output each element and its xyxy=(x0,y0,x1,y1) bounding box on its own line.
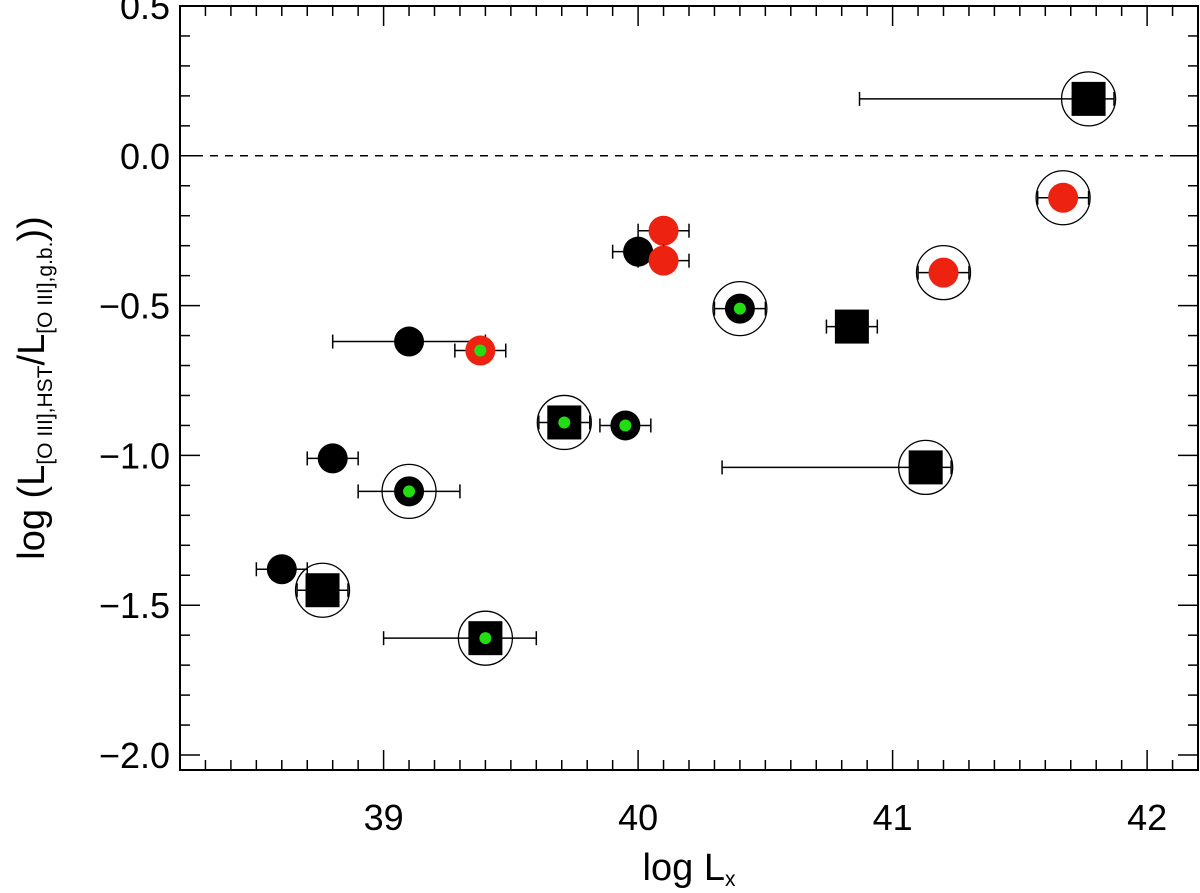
outer-ring xyxy=(457,610,514,666)
center-dot xyxy=(479,632,492,645)
outer-ring xyxy=(898,439,954,496)
circle-marker xyxy=(317,443,348,474)
x-tick-label: 39 xyxy=(364,797,404,838)
y-tick-label: −0.5 xyxy=(99,286,170,327)
data-point xyxy=(454,335,507,366)
x-axis-label-sub: x xyxy=(725,868,736,891)
y-axis-label: log (L[O III],HST/L[O III],g.b.)) xyxy=(11,216,57,559)
square-marker xyxy=(1071,81,1106,116)
data-point xyxy=(382,610,538,666)
axis-ticks: 39 40 41 42 0.5 0.0 −0.5 −1.0 −1.5 −2.0 xyxy=(99,0,1199,838)
outer-ring xyxy=(294,562,351,618)
outer-ring xyxy=(381,463,437,520)
circle-marker xyxy=(394,326,425,357)
y-tick-label: −1.0 xyxy=(99,435,170,476)
y-axis-label-sub2: [O III],g.b. xyxy=(34,242,57,334)
y-axis-label-suffix: )) xyxy=(11,216,53,241)
data-point xyxy=(825,309,879,344)
outer-ring xyxy=(1035,170,1091,226)
x-tick-label: 41 xyxy=(873,797,913,838)
data-point xyxy=(536,394,592,451)
outer-ring xyxy=(712,280,768,337)
center-dot xyxy=(558,416,571,429)
data-point xyxy=(1035,170,1091,226)
y-tick-label: −2.0 xyxy=(99,735,170,776)
data-point xyxy=(599,410,652,441)
y-tick-label: 0.0 xyxy=(120,136,170,177)
square-marker xyxy=(908,450,943,485)
data-point xyxy=(637,215,690,246)
circle-marker xyxy=(1048,182,1079,213)
circle-marker xyxy=(648,245,679,276)
data-points xyxy=(255,71,1117,666)
x-tick-label: 42 xyxy=(1127,797,1167,838)
center-dot xyxy=(474,344,487,357)
data-point xyxy=(255,554,308,585)
data-point xyxy=(306,443,359,474)
circle-marker xyxy=(928,257,959,288)
circle-marker xyxy=(266,554,297,585)
outer-ring xyxy=(536,394,592,451)
data-point xyxy=(858,71,1117,127)
x-tick-label: 40 xyxy=(618,797,658,838)
data-point xyxy=(721,439,954,496)
center-dot xyxy=(619,419,632,432)
square-marker xyxy=(305,573,340,608)
x-axis-label: log Lx xyxy=(643,847,736,891)
circle-marker xyxy=(623,236,654,267)
y-axis-label-slash: /L xyxy=(11,334,53,366)
data-point xyxy=(712,280,768,337)
data-point xyxy=(357,463,461,520)
data-point xyxy=(294,562,351,618)
circle-marker xyxy=(648,215,679,246)
square-marker xyxy=(834,309,869,344)
outer-ring xyxy=(915,245,972,301)
outer-ring xyxy=(1060,71,1117,127)
data-point xyxy=(331,326,487,357)
center-dot xyxy=(403,485,416,498)
data-point xyxy=(637,245,690,276)
data-point xyxy=(915,245,972,301)
y-tick-label: 0.5 xyxy=(120,0,170,27)
y-tick-label: −1.5 xyxy=(99,585,170,626)
center-dot xyxy=(733,302,746,315)
y-axis-label-sub1: [O III],HST xyxy=(34,365,57,464)
plot-frame xyxy=(179,5,1199,771)
x-axis-label-main: log L xyxy=(643,847,725,889)
y-axis-label-prefix: log (L xyxy=(11,465,53,560)
